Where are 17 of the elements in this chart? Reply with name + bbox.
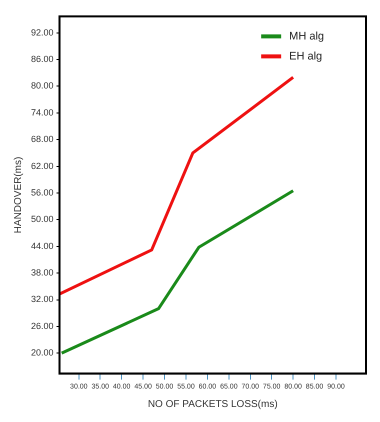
y-tick-label: 68.00: [30, 134, 54, 144]
y-tick-label: 56.00: [30, 187, 54, 198]
y-tick-label: 62.00: [30, 160, 54, 171]
y-axis-title: HANDOVER(ms): [12, 156, 24, 234]
y-tick-label: 50.00: [30, 214, 54, 224]
y-tick-label: 92.00: [30, 27, 54, 38]
y-tick-label: 86.00: [30, 54, 54, 64]
y-tick-label: 20.00: [30, 348, 54, 358]
y-tick-label: 44.00: [30, 240, 54, 251]
legend-label: MH alg: [289, 30, 324, 42]
legend-label: EH alg: [289, 50, 322, 62]
y-tick-label: 32.00: [30, 294, 54, 304]
y-tick-label: 74.00: [30, 107, 54, 118]
y-tick-label: 38.00: [30, 268, 54, 278]
x-axis-title: NO OF PACKETS LOSS(ms): [148, 398, 278, 410]
y-tick-label: 26.00: [30, 320, 54, 331]
y-tick-label: 80.00: [30, 80, 54, 91]
